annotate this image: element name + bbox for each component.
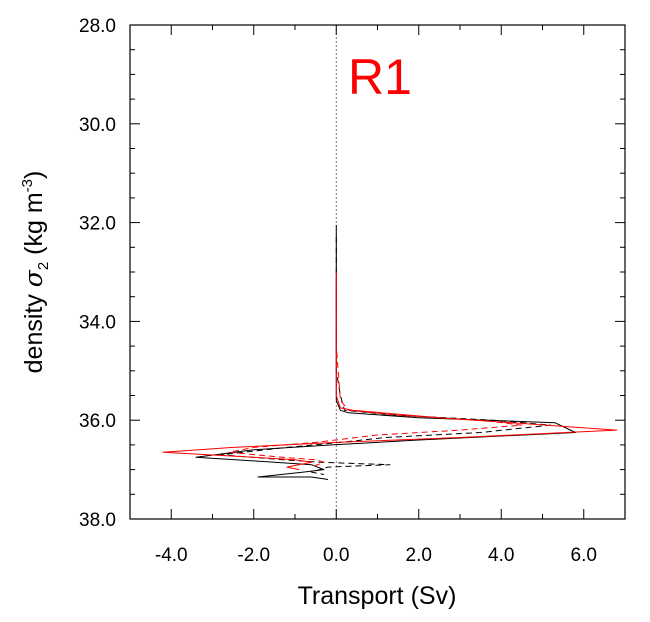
x-tick-label: -2.0 [237,545,270,566]
y-axis-title-units-open: (kg m [20,192,48,255]
y-axis-title-subscript: 2 [35,262,52,270]
y-tick-label: 36.0 [79,411,116,432]
y-axis-title-units-close: ) [20,171,48,179]
series-line-2 [220,237,552,475]
x-tick-label: 2.0 [406,545,432,566]
series-line-3 [162,272,618,471]
y-tick-label: 32.0 [79,214,116,235]
svg-text:density σ2 (kg m-3): density σ2 (kg m-3) [19,171,52,374]
y-axis-title-units-exp: -3 [19,179,36,192]
y-axis-title-symbol: σ [19,269,48,287]
series-layer [162,225,618,480]
y-axis-title-prefix: density [20,294,48,374]
ticks-layer [129,24,626,520]
series-line-1 [195,225,576,480]
y-tick-labels: 28.0 30.0 32.0 34.0 36.0 38.0 [79,16,116,531]
y-tick-label: 34.0 [79,312,116,333]
y-axis-title: density σ2 (kg m-3) [19,171,52,374]
y-tick-label: 28.0 [79,16,116,37]
x-tick-label: -4.0 [155,545,188,566]
panel-label: R1 [348,49,412,105]
y-tick-label: 30.0 [79,115,116,136]
x-tick-label: 6.0 [571,545,597,566]
x-tick-label: 0.0 [323,545,349,566]
y-tick-label: 38.0 [79,510,116,531]
x-tick-label: 4.0 [488,545,514,566]
x-axis-title: Transport (Sv) [298,582,457,610]
x-tick-labels: -4.0 -2.0 0.0 2.0 4.0 6.0 [155,545,597,566]
series-line-4 [228,281,523,468]
